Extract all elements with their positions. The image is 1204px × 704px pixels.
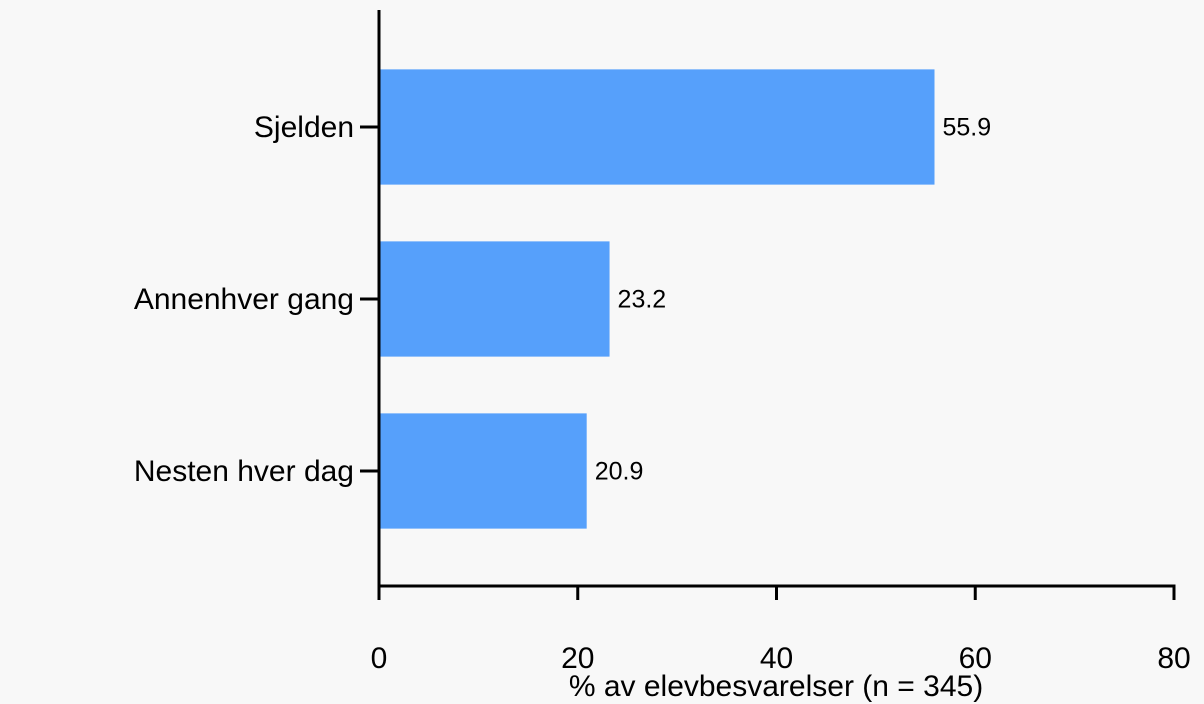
y-tick-label: Sjelden <box>254 111 354 144</box>
y-tick-label: Nesten hver dag <box>134 455 354 488</box>
data-label: 20.9 <box>595 458 644 486</box>
x-tick-label: 80 <box>1157 642 1190 675</box>
x-axis-label: % av elevbesvarelser (n = 345) <box>569 670 983 703</box>
bar <box>379 241 610 357</box>
x-tick-label: 60 <box>959 642 992 675</box>
x-tick-label: 0 <box>371 642 388 675</box>
y-tick-label: Annenhver gang <box>134 283 354 316</box>
data-label: 55.9 <box>943 114 992 142</box>
x-tick-label: 20 <box>561 642 594 675</box>
x-tick-label: 40 <box>760 642 793 675</box>
bar <box>379 413 587 529</box>
bar <box>379 69 935 185</box>
data-label: 23.2 <box>618 286 667 314</box>
